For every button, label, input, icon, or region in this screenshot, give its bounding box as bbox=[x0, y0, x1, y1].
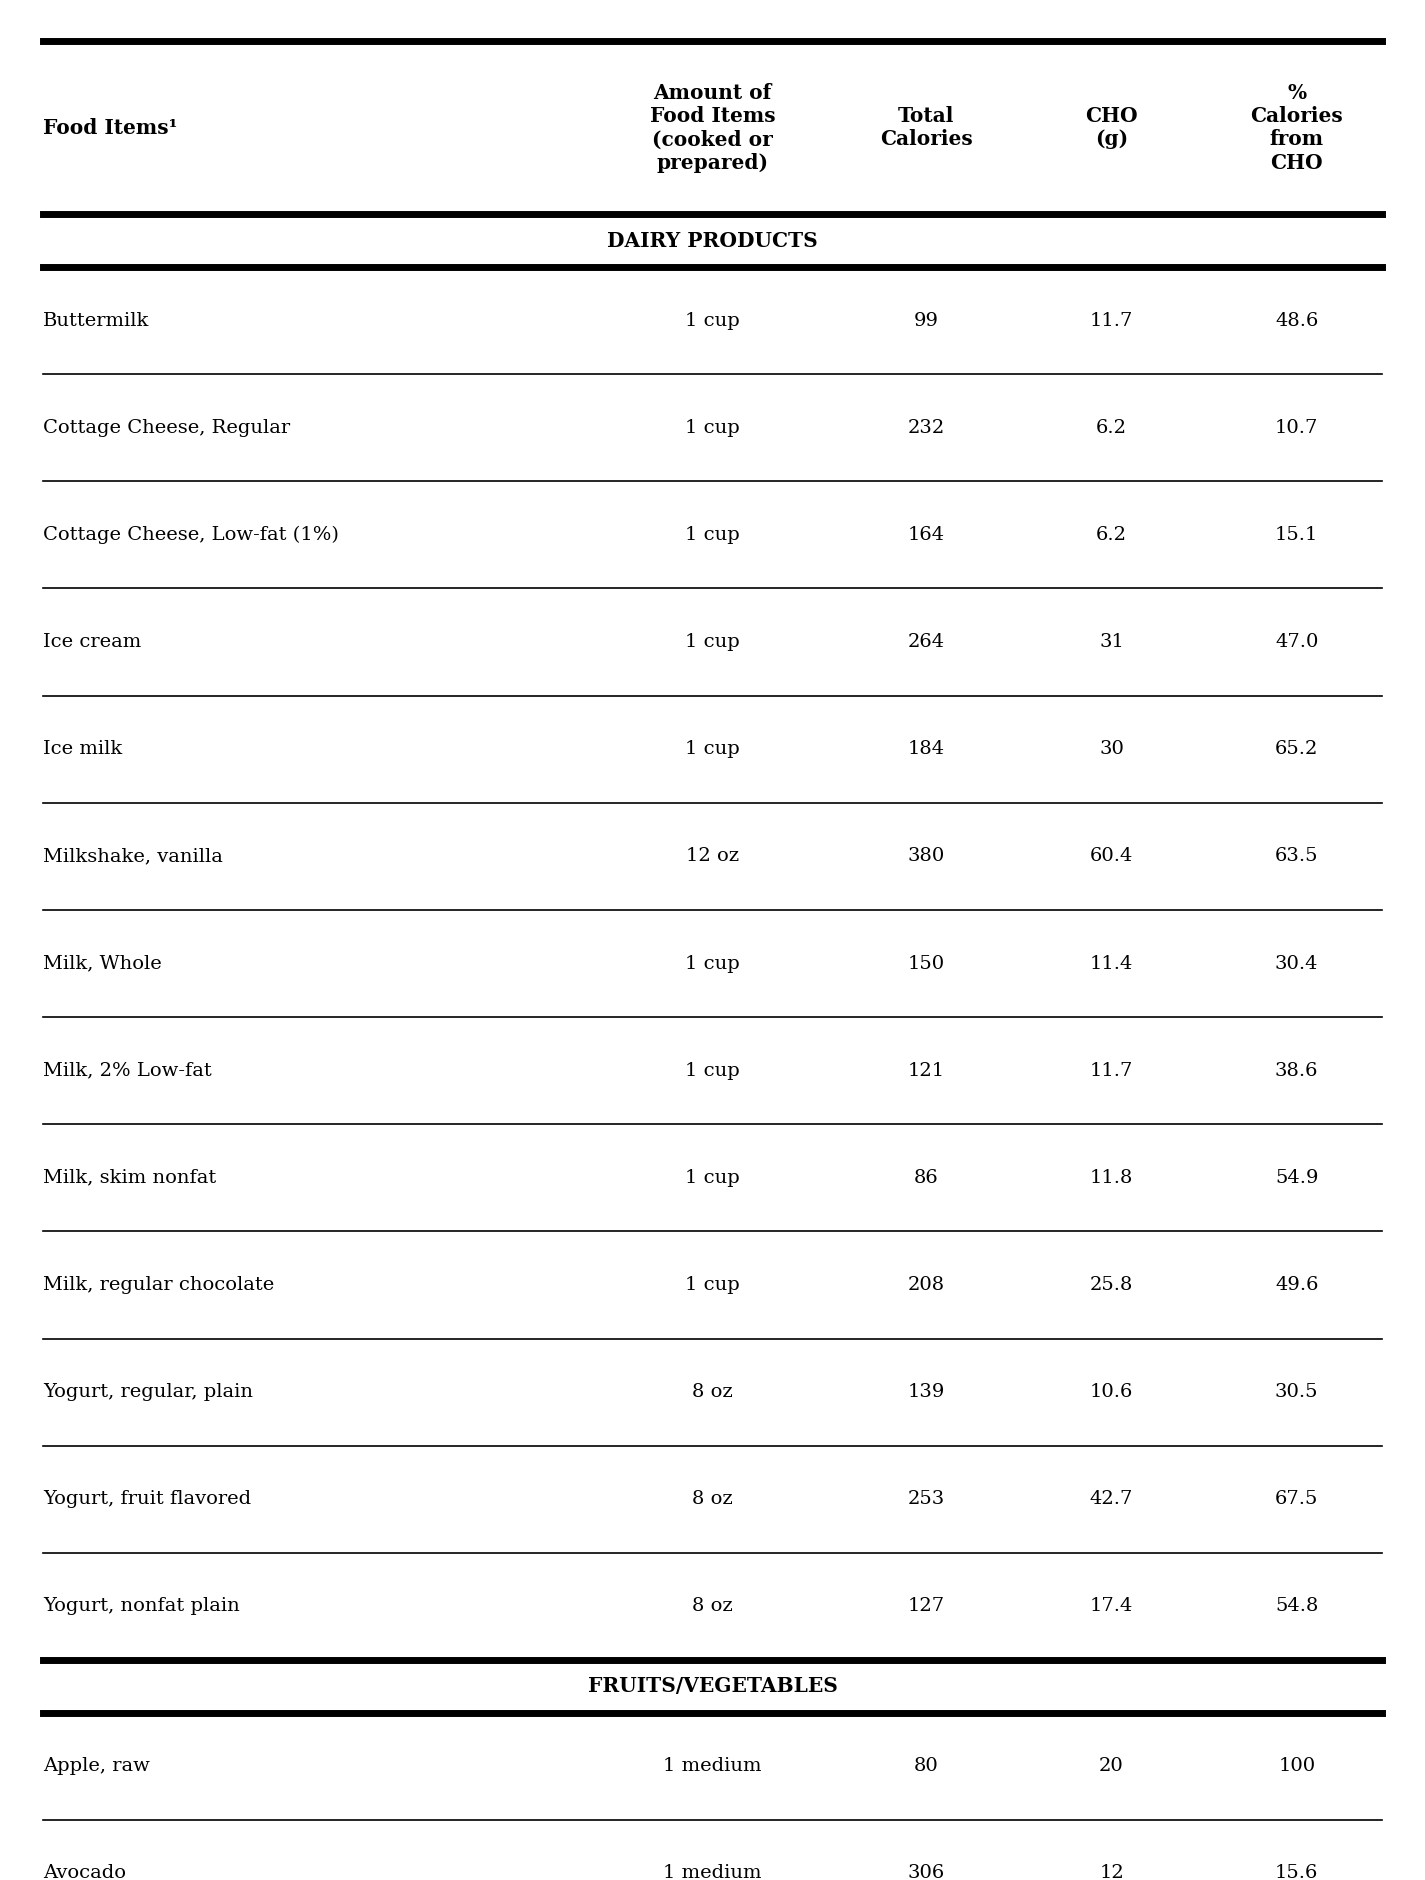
Text: 11.4: 11.4 bbox=[1090, 955, 1133, 972]
Text: 1 cup: 1 cup bbox=[685, 1169, 740, 1186]
Text: 121: 121 bbox=[908, 1062, 945, 1079]
Text: 6.2: 6.2 bbox=[1096, 419, 1127, 436]
Text: Yogurt, regular, plain: Yogurt, regular, plain bbox=[43, 1384, 252, 1401]
Text: 12 oz: 12 oz bbox=[685, 848, 740, 865]
Text: 31: 31 bbox=[1099, 634, 1124, 650]
Text: 65.2: 65.2 bbox=[1275, 741, 1318, 758]
Text: 1 cup: 1 cup bbox=[685, 1062, 740, 1079]
Text: 11.7: 11.7 bbox=[1090, 312, 1133, 329]
Text: FRUITS/VEGETABLES: FRUITS/VEGETABLES bbox=[587, 1677, 838, 1696]
Text: 1 medium: 1 medium bbox=[663, 1758, 762, 1775]
Text: 49.6: 49.6 bbox=[1275, 1277, 1318, 1293]
Text: Milk, regular chocolate: Milk, regular chocolate bbox=[43, 1277, 274, 1293]
Text: 253: 253 bbox=[908, 1491, 945, 1508]
Text: 30.4: 30.4 bbox=[1275, 955, 1318, 972]
Text: 1 medium: 1 medium bbox=[663, 1865, 762, 1880]
Text: 1 cup: 1 cup bbox=[685, 1277, 740, 1293]
Text: 30.5: 30.5 bbox=[1275, 1384, 1318, 1401]
Text: 15.6: 15.6 bbox=[1275, 1865, 1318, 1880]
Text: 8 oz: 8 oz bbox=[693, 1598, 732, 1615]
Text: Apple, raw: Apple, raw bbox=[43, 1758, 150, 1775]
Text: 25.8: 25.8 bbox=[1090, 1277, 1133, 1293]
Text: Avocado: Avocado bbox=[43, 1865, 125, 1880]
Text: 67.5: 67.5 bbox=[1275, 1491, 1318, 1508]
Text: Yogurt, fruit flavored: Yogurt, fruit flavored bbox=[43, 1491, 251, 1508]
Text: 1 cup: 1 cup bbox=[685, 312, 740, 329]
Text: 99: 99 bbox=[913, 312, 939, 329]
Text: 54.9: 54.9 bbox=[1275, 1169, 1318, 1186]
Text: 86: 86 bbox=[913, 1169, 939, 1186]
Text: 48.6: 48.6 bbox=[1275, 312, 1318, 329]
Text: 380: 380 bbox=[908, 848, 945, 865]
Text: 184: 184 bbox=[908, 741, 945, 758]
Text: 1 cup: 1 cup bbox=[685, 741, 740, 758]
Text: DAIRY PRODUCTS: DAIRY PRODUCTS bbox=[607, 231, 818, 250]
Text: 42.7: 42.7 bbox=[1090, 1491, 1133, 1508]
Text: 264: 264 bbox=[908, 634, 945, 650]
Text: 38.6: 38.6 bbox=[1275, 1062, 1318, 1079]
Text: %
Calories
from
CHO: % Calories from CHO bbox=[1250, 83, 1344, 173]
Text: 47.0: 47.0 bbox=[1275, 634, 1318, 650]
Text: 30: 30 bbox=[1099, 741, 1124, 758]
Text: 11.7: 11.7 bbox=[1090, 1062, 1133, 1079]
Text: Total
Calories: Total Calories bbox=[879, 107, 973, 149]
Text: Milk, Whole: Milk, Whole bbox=[43, 955, 161, 972]
Text: 1 cup: 1 cup bbox=[685, 634, 740, 650]
Text: 139: 139 bbox=[908, 1384, 945, 1401]
Text: 11.8: 11.8 bbox=[1090, 1169, 1133, 1186]
Text: 1 cup: 1 cup bbox=[685, 955, 740, 972]
Text: CHO
(g): CHO (g) bbox=[1086, 107, 1137, 149]
Text: 20: 20 bbox=[1099, 1758, 1124, 1775]
Text: 306: 306 bbox=[908, 1865, 945, 1880]
Text: 232: 232 bbox=[908, 419, 945, 436]
Text: 8 oz: 8 oz bbox=[693, 1384, 732, 1401]
Text: Cottage Cheese, Low-fat (1%): Cottage Cheese, Low-fat (1%) bbox=[43, 526, 339, 543]
Text: Amount of
Food Items
(cooked or
prepared): Amount of Food Items (cooked or prepared… bbox=[650, 83, 775, 173]
Text: 208: 208 bbox=[908, 1277, 945, 1293]
Text: 10.7: 10.7 bbox=[1275, 419, 1318, 436]
Text: 54.8: 54.8 bbox=[1275, 1598, 1318, 1615]
Text: Milk, 2% Low-fat: Milk, 2% Low-fat bbox=[43, 1062, 211, 1079]
Text: 1 cup: 1 cup bbox=[685, 419, 740, 436]
Text: 15.1: 15.1 bbox=[1275, 526, 1318, 543]
Text: 127: 127 bbox=[908, 1598, 945, 1615]
Text: Ice milk: Ice milk bbox=[43, 741, 123, 758]
Text: Ice cream: Ice cream bbox=[43, 634, 141, 650]
Text: Buttermilk: Buttermilk bbox=[43, 312, 150, 329]
Text: 164: 164 bbox=[908, 526, 945, 543]
Text: 10.6: 10.6 bbox=[1090, 1384, 1133, 1401]
Text: Cottage Cheese, Regular: Cottage Cheese, Regular bbox=[43, 419, 289, 436]
Text: Milkshake, vanilla: Milkshake, vanilla bbox=[43, 848, 222, 865]
Text: Food Items¹: Food Items¹ bbox=[43, 118, 177, 137]
Text: 60.4: 60.4 bbox=[1090, 848, 1133, 865]
Text: 63.5: 63.5 bbox=[1275, 848, 1318, 865]
Text: 150: 150 bbox=[908, 955, 945, 972]
Text: 8 oz: 8 oz bbox=[693, 1491, 732, 1508]
Text: 1 cup: 1 cup bbox=[685, 526, 740, 543]
Text: 100: 100 bbox=[1278, 1758, 1315, 1775]
Text: 17.4: 17.4 bbox=[1090, 1598, 1133, 1615]
Text: 6.2: 6.2 bbox=[1096, 526, 1127, 543]
Text: 12: 12 bbox=[1099, 1865, 1124, 1880]
Text: Milk, skim nonfat: Milk, skim nonfat bbox=[43, 1169, 217, 1186]
Text: Yogurt, nonfat plain: Yogurt, nonfat plain bbox=[43, 1598, 239, 1615]
Text: 80: 80 bbox=[913, 1758, 939, 1775]
